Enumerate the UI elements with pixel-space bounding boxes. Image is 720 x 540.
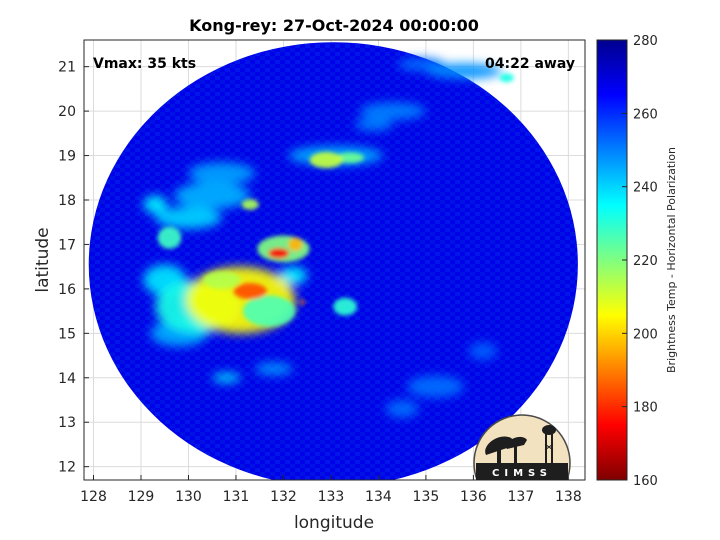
- convective-feature: [335, 152, 365, 164]
- x-tick-label: 138: [555, 489, 582, 505]
- convective-feature: [243, 295, 296, 327]
- x-tick-label: 132: [270, 489, 297, 505]
- x-axis-ticks: 128 129 130 131 132 133 134 135 136 137 138: [80, 475, 582, 505]
- y-tick-label: 16: [58, 282, 76, 298]
- x-tick-label: 131: [223, 489, 250, 505]
- x-tick-label: 129: [128, 489, 155, 505]
- convective-feature: [309, 152, 343, 168]
- convective-feature: [157, 226, 182, 249]
- convective-feature: [143, 195, 168, 214]
- colorbar-tick-label: 180: [633, 401, 658, 416]
- vmax-annotation: Vmax: 35 kts: [93, 56, 196, 72]
- x-tick-label: 135: [413, 489, 440, 505]
- x-tick-label: 136: [460, 489, 487, 505]
- colorbar-tick-label: 220: [633, 254, 658, 269]
- y-axis-label: latitude: [33, 227, 53, 292]
- cimss-logo: CIMSS: [473, 414, 571, 480]
- x-tick-label: 133: [318, 489, 345, 505]
- colorbar-tick-label: 260: [633, 107, 658, 122]
- convective-feature: [188, 162, 255, 185]
- swath-image: [88, 42, 578, 480]
- y-tick-label: 17: [58, 237, 76, 253]
- x-tick-label: 128: [80, 489, 107, 505]
- convective-feature: [254, 362, 293, 376]
- swath-texture: [88, 42, 578, 480]
- cimss-logo-text: CIMSS: [492, 468, 552, 479]
- convective-feature: [354, 117, 393, 132]
- y-tick-label: 14: [58, 371, 76, 387]
- convective-feature: [385, 400, 419, 418]
- convective-feature: [406, 375, 464, 398]
- colorbar-tick-label: 280: [633, 34, 658, 49]
- y-tick-label: 21: [58, 60, 76, 76]
- convective-feature: [155, 206, 222, 229]
- x-tick-label: 137: [508, 489, 535, 505]
- colorbar-tick-label: 160: [633, 474, 658, 489]
- colorbar-label: Brightness Temp - Horizontal Polarizatio…: [665, 147, 678, 373]
- convective-feature: [288, 237, 303, 252]
- convective-feature: [202, 271, 241, 289]
- colorbar-ticks: 160 180 200 220 240 260 280: [622, 34, 658, 489]
- colorbar-tick-label: 240: [633, 181, 658, 196]
- y-tick-label: 15: [58, 326, 76, 342]
- convective-feature: [174, 182, 251, 209]
- convective-feature: [233, 283, 267, 300]
- convective-feature: [241, 199, 259, 210]
- convective-feature: [300, 300, 305, 305]
- convective-feature: [359, 102, 426, 121]
- convective-feature: [425, 63, 502, 80]
- x-tick-label: 130: [175, 489, 202, 505]
- x-axis-label: longitude: [294, 513, 374, 533]
- x-tick-label: 134: [365, 489, 392, 505]
- chart-title: Kong-rey: 27-Oct-2024 00:00:00: [189, 16, 479, 35]
- y-tick-label: 18: [58, 193, 76, 209]
- convective-feature: [333, 297, 358, 316]
- y-tick-label: 13: [58, 415, 76, 431]
- plot-frame: [83, 39, 586, 481]
- y-tick-label: 12: [58, 460, 76, 476]
- time-away-annotation: 04:22 away: [485, 56, 575, 72]
- convective-feature: [268, 248, 290, 259]
- convective-feature: [212, 372, 241, 384]
- convective-feature: [278, 266, 308, 285]
- convective-feature: [468, 342, 498, 360]
- colorbar-tick-label: 200: [633, 327, 658, 342]
- y-axis-ticks: 12 13 14 15 16 17 18 19 20 21: [58, 60, 89, 476]
- y-tick-label: 19: [58, 149, 76, 165]
- y-tick-label: 20: [58, 104, 76, 120]
- convective-feature: [499, 73, 514, 83]
